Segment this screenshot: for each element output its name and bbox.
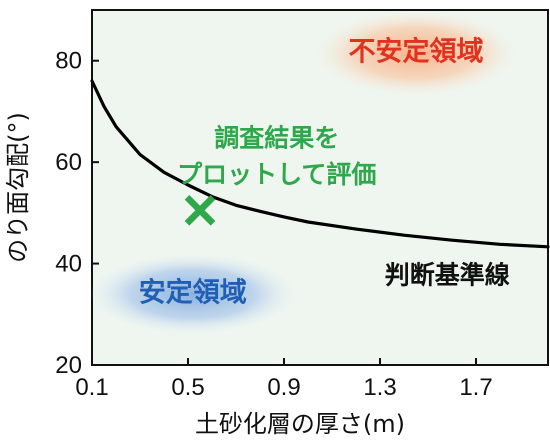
data-point-x-marker	[184, 195, 216, 226]
x-tick-label: 1.3	[363, 374, 396, 401]
x-tick-label: 1.7	[459, 374, 492, 401]
series-line-0	[90, 79, 550, 249]
y-tick-label: 20	[55, 352, 82, 379]
annotation-criterion-line: 判断基準線	[385, 260, 510, 289]
x-tick-label: 0.1	[75, 374, 108, 401]
x-axis-title: 土砂化層の厚さ(m)	[195, 410, 405, 438]
stable-zone-blob	[89, 254, 296, 334]
y-tick-label: 60	[55, 149, 82, 176]
y-tick-label: 40	[55, 251, 82, 278]
annotation-survey-line1: 調査結果を	[214, 123, 339, 152]
y-axis-title: のり面勾配(°)	[4, 112, 32, 263]
x-tick-label: 0.9	[267, 374, 300, 401]
y-tick-label: 80	[55, 48, 82, 75]
annotation-unstable-zone: 不安定領域	[349, 36, 484, 68]
x-tick-label: 0.5	[171, 374, 204, 401]
unstable-zone-blob	[316, 11, 516, 96]
annotation-stable-zone: 安定領域	[139, 277, 247, 309]
annotation-survey-line2: プロットして評価	[177, 160, 376, 189]
x-marker-stroke	[184, 195, 216, 226]
